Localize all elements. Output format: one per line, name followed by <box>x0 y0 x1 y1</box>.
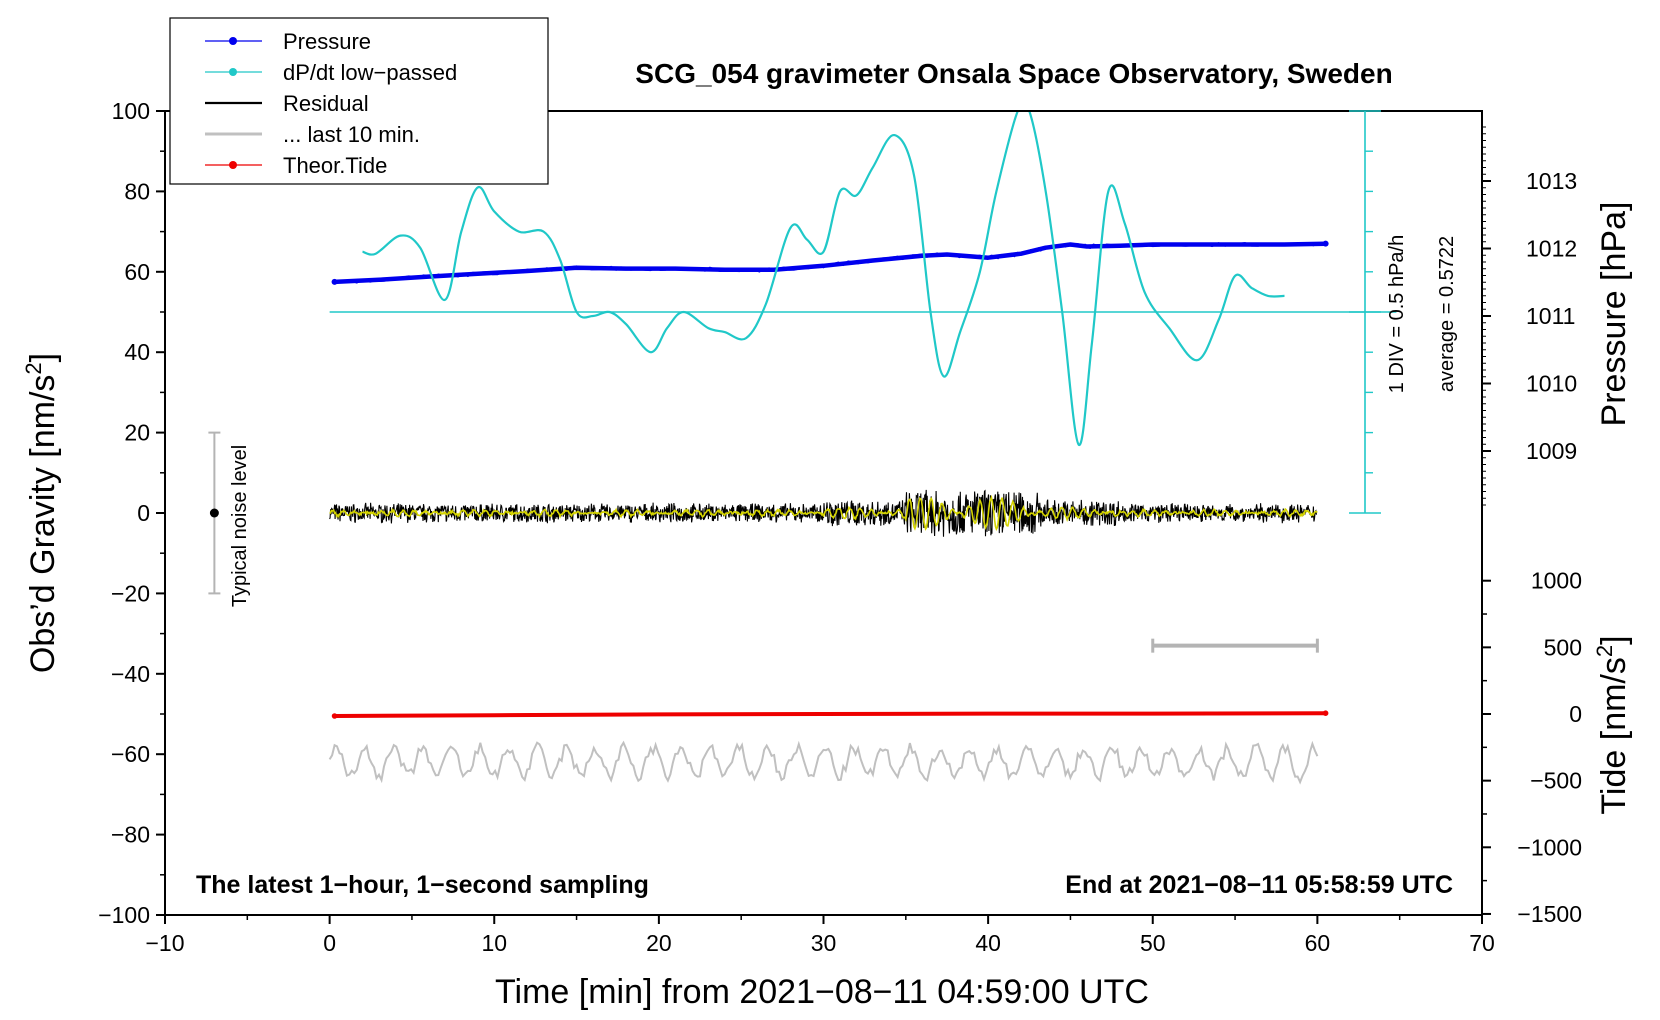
pressure-tick-label: 1011 <box>1526 303 1575 329</box>
x-tick-label: 50 <box>1140 930 1166 956</box>
tide-start-point <box>331 713 338 719</box>
dpdt-scale-axis <box>1349 110 1381 514</box>
pressure-tick-label: 1010 <box>1526 371 1577 397</box>
pressure-start-point <box>331 278 338 285</box>
noise-bar-dot <box>209 508 219 518</box>
noise-level-label: Typical noise level <box>229 445 251 607</box>
end-time-note: End at 2021−08−11 05:58:59 UTC <box>1065 871 1453 899</box>
y-tick-label: 20 <box>124 420 150 446</box>
legend-box <box>169 17 549 185</box>
plot-frame <box>164 110 1483 916</box>
legend-label: Residual <box>283 91 369 116</box>
y-axis-title: Obs’d Gravity [nm/s2] <box>21 353 62 673</box>
x-axis-title: Time [min] from 2021−08−11 04:59:00 UTC <box>495 973 1149 1011</box>
y-tick-label: −20 <box>111 580 150 606</box>
legend-label: dP/dt low−passed <box>283 60 457 85</box>
x-tick-label: 60 <box>1305 930 1331 956</box>
y-tick-label: 40 <box>124 339 150 365</box>
y-tick-label: 100 <box>112 98 150 124</box>
tide-tick-label: 1000 <box>1531 568 1582 594</box>
x-tick-label: 70 <box>1469 930 1495 956</box>
x-tick-label: 10 <box>481 930 507 956</box>
chart-title: SCG_054 gravimeter Onsala Space Observat… <box>635 58 1392 89</box>
legend-marker <box>229 37 237 45</box>
tide-tick-label: −1000 <box>1517 834 1582 860</box>
pressure-end-point <box>1322 240 1329 247</box>
pressure-axis-title: Pressure [hPa] <box>1595 202 1633 427</box>
y-tick-label: −60 <box>111 741 150 767</box>
y-tick-label: −40 <box>111 661 150 687</box>
tide-axis-title: Tide [nm/s2] <box>1592 635 1633 814</box>
sampling-note: The latest 1−hour, 1−second sampling <box>196 871 649 899</box>
x-tick-label: 40 <box>975 930 1001 956</box>
legend: Pressure dP/dt low−passed Residual ... last… <box>169 17 549 185</box>
y-tick-label: −80 <box>111 822 150 848</box>
tide-tick-label: 500 <box>1544 634 1582 660</box>
x-tick-label: 0 <box>323 930 336 956</box>
pressure-jitter <box>334 241 1322 284</box>
last-10-min-bar <box>1151 638 1319 653</box>
pressure-tick-label: 1013 <box>1526 168 1577 194</box>
pressure-series <box>334 241 1326 285</box>
x-tick-label: 20 <box>646 930 672 956</box>
last-10-min-series <box>328 740 1319 785</box>
x-tick-label: −10 <box>145 930 184 956</box>
legend-label: Pressure <box>283 29 371 54</box>
legend-marker <box>229 161 237 169</box>
tide-tick-label: 0 <box>1569 701 1582 727</box>
legend-label: ... last 10 min. <box>283 122 420 147</box>
legend-label: Theor.Tide <box>283 153 387 178</box>
y-tick-label: 60 <box>124 259 150 285</box>
y-tick-label: 80 <box>124 178 150 204</box>
dpdt-div-label: 1 DIV = 0.5 hPa/h <box>1386 235 1408 393</box>
dp-dt-low-passed-series <box>362 111 1285 446</box>
noise-level-bar <box>208 431 221 595</box>
dpdt-average-label: average = 0.5722 <box>1436 236 1458 392</box>
tide-end-point <box>1322 710 1329 716</box>
x-tick-label: 30 <box>811 930 837 956</box>
y-tick-label: −100 <box>98 902 150 928</box>
residual-filtered-series <box>329 494 1318 532</box>
pressure-tick-label: 1012 <box>1526 236 1577 262</box>
theor-tide-series <box>334 711 1326 718</box>
pressure-tick-label: 1009 <box>1526 438 1577 464</box>
series-layer <box>328 111 1397 785</box>
legend-marker <box>229 68 237 76</box>
tide-tick-label: −1500 <box>1517 901 1582 927</box>
tide-tick-label: −500 <box>1530 768 1582 794</box>
y-tick-label: 0 <box>137 500 150 526</box>
axis-ticks: −10 0 10 20 30 40 50 60 70−100−80−60−40−20020406… <box>98 98 1582 956</box>
